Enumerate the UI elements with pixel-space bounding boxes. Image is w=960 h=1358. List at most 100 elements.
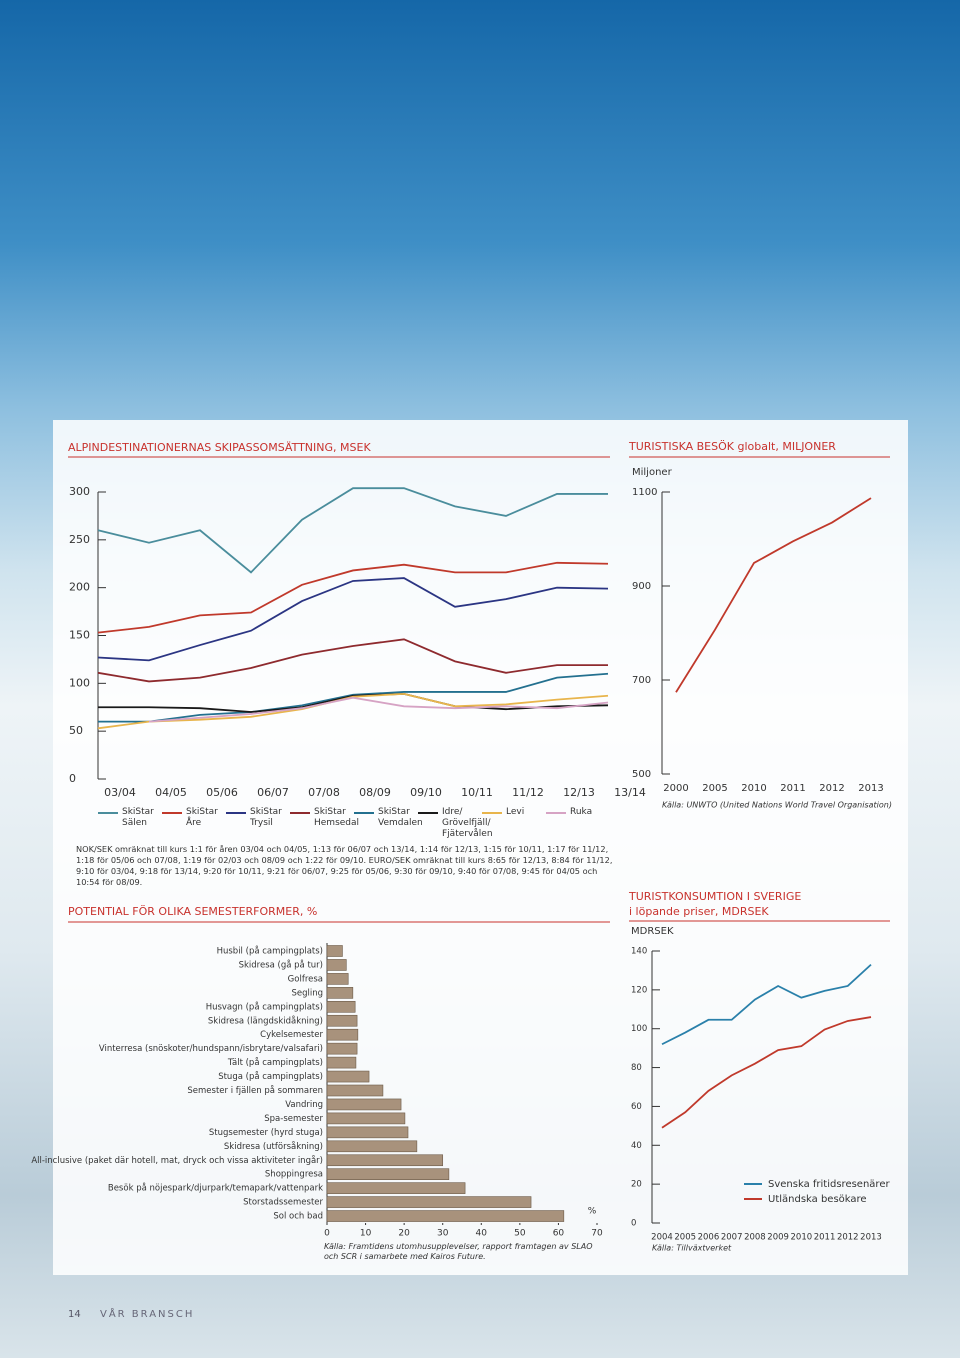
x-tick-label: 50 bbox=[514, 1229, 526, 1239]
bar bbox=[326, 945, 343, 957]
legend-item: Levi bbox=[482, 807, 546, 818]
chart-subtitle: i löpande priser, MDRSEK bbox=[629, 905, 769, 918]
series-line bbox=[97, 561, 609, 634]
bar bbox=[326, 1126, 409, 1139]
y-tick-label: Besök på nöjespark/djurpark/temapark/vat… bbox=[108, 1183, 323, 1194]
bar bbox=[326, 1154, 444, 1167]
chart-title: TURISTKONSUMTION I SVERIGE bbox=[628, 890, 801, 903]
legend-label: SkiStar Hemsedal bbox=[314, 807, 360, 828]
x-tick-label: 13/14 bbox=[614, 786, 646, 799]
x-tick-label: 07/08 bbox=[308, 786, 340, 799]
y-tick-label: 40 bbox=[631, 1141, 642, 1151]
legend-item: Ruka bbox=[546, 807, 610, 818]
series-line bbox=[661, 963, 872, 1046]
x-tick-label: 06/07 bbox=[257, 786, 289, 799]
y-tick-label: Vandring bbox=[285, 1100, 323, 1110]
series-line bbox=[675, 497, 872, 693]
x-tick-label: 2012 bbox=[819, 783, 844, 794]
x-axis-label: % bbox=[588, 1207, 597, 1217]
legend-swatch bbox=[226, 812, 246, 814]
legend-swatch bbox=[354, 812, 374, 814]
y-tick-label: 140 bbox=[631, 947, 647, 957]
y-axis-label: Miljoner bbox=[632, 467, 673, 478]
y-tick-label: Cykelsemester bbox=[260, 1030, 323, 1040]
series-line bbox=[98, 692, 609, 713]
y-tick-label: Spa-semester bbox=[264, 1114, 323, 1124]
x-tick-label: 20 bbox=[398, 1229, 410, 1239]
series-line bbox=[97, 487, 608, 574]
y-tick-label: 1100 bbox=[632, 487, 657, 498]
x-tick-label: 2009 bbox=[767, 1233, 789, 1243]
y-tick-label: Semester i fjällen på sommaren bbox=[187, 1085, 323, 1096]
legend-swatch bbox=[418, 812, 438, 814]
bar bbox=[326, 1000, 356, 1013]
bar bbox=[326, 1056, 357, 1069]
y-tick-label: Skidresa (utförsåkning) bbox=[224, 1141, 323, 1152]
x-tick-label: 70 bbox=[591, 1229, 603, 1239]
bar bbox=[326, 1112, 406, 1125]
panel bbox=[53, 420, 908, 1275]
y-tick-label: 0 bbox=[631, 1219, 636, 1229]
x-tick-label: 2011 bbox=[780, 783, 805, 794]
legend-label: Svenska fritidsresenärer bbox=[768, 1179, 890, 1190]
series-line bbox=[97, 638, 608, 683]
legend-label: SkiStar Vemdalen bbox=[378, 807, 423, 828]
x-tick-label: 2004 bbox=[651, 1233, 673, 1243]
x-tick-label: 10/11 bbox=[461, 786, 493, 799]
x-tick-label: 2012 bbox=[837, 1233, 859, 1243]
source: Källa: Framtidens utomhusupplevelser, ra… bbox=[324, 1242, 593, 1261]
y-tick-label: 100 bbox=[69, 676, 90, 689]
y-tick-label: 120 bbox=[631, 985, 647, 995]
x-tick-label: 10 bbox=[360, 1229, 372, 1239]
y-tick-label: 900 bbox=[632, 581, 651, 592]
bar bbox=[326, 1168, 450, 1180]
legend-item: SkiStar Åre bbox=[162, 807, 226, 829]
series-line bbox=[98, 672, 609, 723]
bar bbox=[326, 1098, 402, 1111]
bar bbox=[326, 1210, 565, 1222]
bar bbox=[326, 1196, 532, 1208]
legend-label: Levi bbox=[506, 807, 525, 817]
legend-swatch bbox=[162, 812, 182, 814]
x-tick-label: 2006 bbox=[698, 1233, 720, 1243]
series-line bbox=[97, 577, 609, 662]
y-tick-label: Segling bbox=[291, 988, 323, 998]
y-tick-label: 80 bbox=[631, 1063, 642, 1073]
y-tick-label: 0 bbox=[69, 772, 76, 785]
x-tick-label: 0 bbox=[324, 1229, 330, 1239]
x-tick-label: 2013 bbox=[860, 1233, 882, 1243]
note: NOK/SEK omräknat till kurs 1:1 för åren … bbox=[76, 844, 613, 887]
y-tick-label: 300 bbox=[69, 485, 90, 498]
y-tick-label: All-inclusive (paket där hotell, mat, dr… bbox=[31, 1155, 323, 1166]
source: Källa: Tillväxtverket bbox=[652, 1244, 732, 1253]
legend-label: SkiStar Sälen bbox=[122, 807, 154, 828]
x-tick-label: 40 bbox=[476, 1229, 488, 1239]
bar bbox=[326, 1070, 370, 1083]
legend-label: Idre/ Grövelfjäll/ Fjätervålen bbox=[442, 807, 493, 839]
bar bbox=[326, 1182, 466, 1194]
y-tick-label: 20 bbox=[631, 1180, 642, 1190]
y-tick-label: 50 bbox=[69, 724, 83, 737]
x-tick-label: 2005 bbox=[702, 783, 727, 794]
bar bbox=[326, 1140, 418, 1153]
x-tick-label: 12/13 bbox=[563, 786, 595, 799]
y-tick-label: Golfresa bbox=[288, 974, 323, 984]
legend-swatch bbox=[290, 812, 310, 814]
y-tick-label: Tält (på campingplats) bbox=[227, 1057, 323, 1068]
legend-swatch bbox=[482, 812, 502, 814]
legend-item: SkiStar Vemdalen bbox=[354, 807, 423, 829]
bar bbox=[326, 1042, 358, 1055]
y-tick-label: 100 bbox=[631, 1024, 647, 1034]
x-tick-label: 60 bbox=[553, 1229, 565, 1239]
series-line bbox=[97, 692, 609, 730]
section: VÅR BRANSCH bbox=[100, 1307, 194, 1320]
chart-title: TURISTISKA BESÖK globalt, MILJONER bbox=[628, 440, 836, 453]
legend-label: SkiStar Åre bbox=[186, 807, 218, 828]
x-tick-label: 2000 bbox=[663, 783, 688, 794]
y-tick-label: Vinterresa (snöskoter/hundspann/isbrytar… bbox=[99, 1044, 323, 1054]
x-tick-label: 2011 bbox=[814, 1233, 836, 1243]
x-tick-label: 2008 bbox=[744, 1233, 766, 1243]
chart-title: ALPINDESTINATIONERNAS SKIPASSOMSÄTTNING,… bbox=[68, 441, 371, 454]
y-tick-label: 500 bbox=[632, 769, 651, 780]
